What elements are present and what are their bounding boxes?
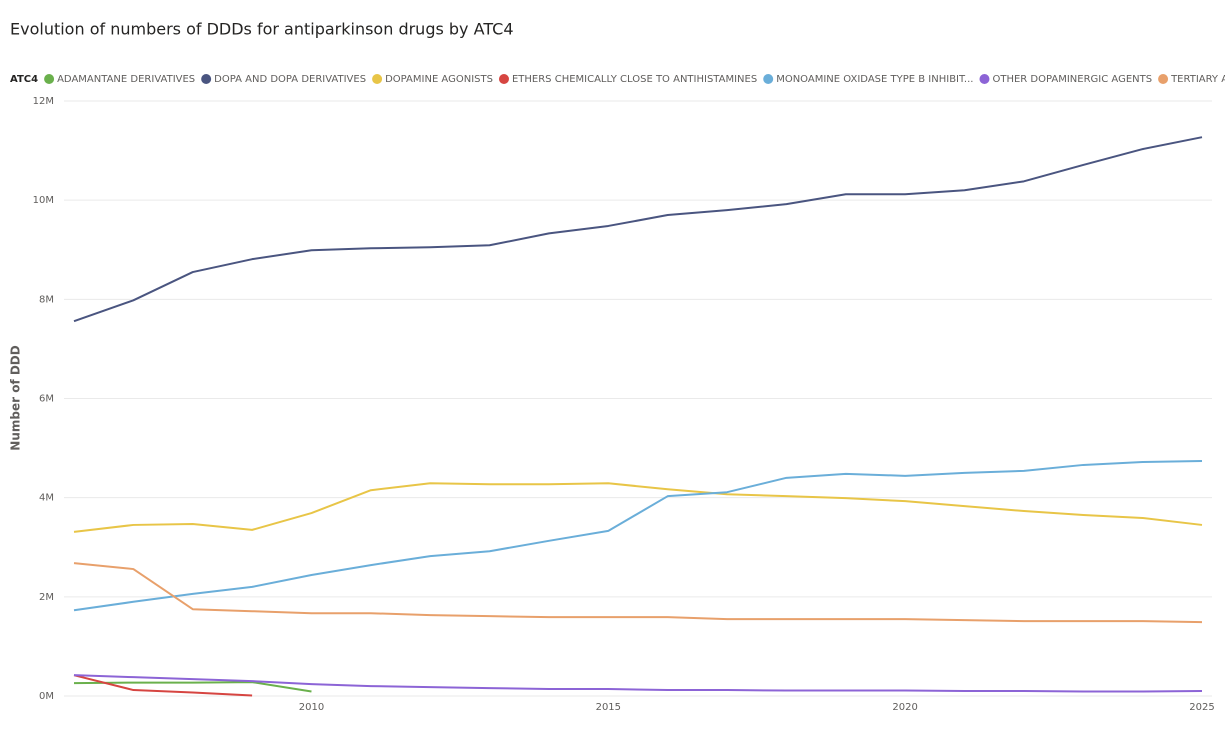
- series-line: [73, 459, 1203, 612]
- legend-label: MONOAMINE OXIDASE TYPE B INHIBIT...: [776, 74, 973, 85]
- x-tick-label: 2010: [299, 702, 324, 713]
- x-tick-label: 2025: [1189, 702, 1214, 713]
- series-line: [73, 674, 253, 697]
- legend-marker: [498, 74, 509, 84]
- y-tick-label: 8M: [39, 294, 54, 305]
- legend-title: ATC4: [10, 74, 38, 85]
- y-axis-label: Number of DDD: [9, 345, 23, 450]
- y-tick-label: 10M: [33, 195, 54, 206]
- legend-label: OTHER DOPAMINERGIC AGENTS: [992, 74, 1152, 85]
- series-line: [73, 482, 1203, 533]
- legend-marker: [201, 74, 212, 84]
- legend-label: DOPAMINE AGONISTS: [385, 74, 493, 85]
- legend-marker: [979, 74, 990, 84]
- x-tick-label: 2020: [892, 702, 917, 713]
- legend-label: ETHERS CHEMICALLY CLOSE TO ANTIHISTAMINE…: [512, 74, 757, 85]
- legend-label: ADAMANTANE DERIVATIVES: [57, 74, 195, 85]
- legend-label: TERTIARY AMINES: [1170, 74, 1225, 85]
- legend-label: DOPA AND DOPA DERIVATIVES: [214, 74, 366, 85]
- y-tick-label: 12M: [33, 96, 54, 107]
- series-line: [73, 681, 312, 693]
- legend-marker: [763, 74, 774, 84]
- legend-marker: [44, 74, 55, 84]
- legend-marker: [372, 74, 383, 84]
- y-tick-label: 4M: [39, 493, 54, 504]
- y-tick-label: 2M: [39, 592, 54, 603]
- series-line: [73, 674, 1203, 693]
- x-tick-label: 2015: [596, 702, 621, 713]
- chart-title: Evolution of numbers of DDDs for antipar…: [10, 20, 514, 39]
- legend-marker: [1158, 74, 1169, 84]
- y-tick-label: 6M: [39, 394, 54, 405]
- series-line: [73, 562, 1203, 624]
- series-line: [73, 136, 1203, 323]
- y-tick-label: 0M: [39, 691, 54, 702]
